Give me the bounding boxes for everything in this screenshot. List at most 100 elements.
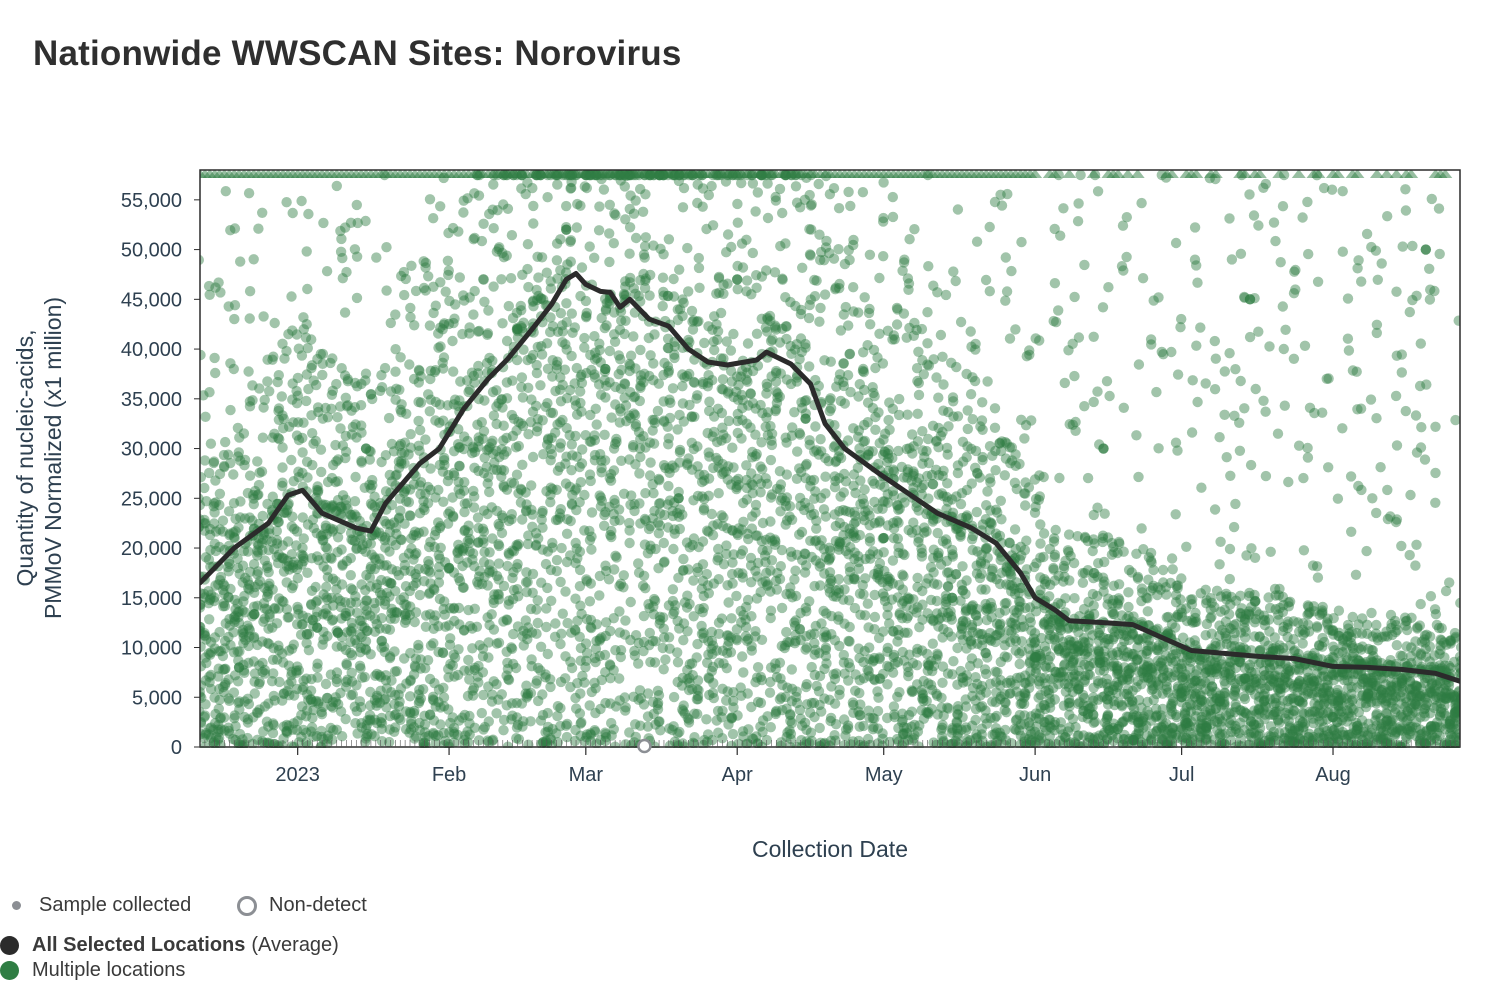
sample-point bbox=[551, 554, 563, 566]
sample-point bbox=[297, 447, 308, 458]
sample-point bbox=[223, 592, 234, 603]
sample-point bbox=[214, 694, 225, 705]
sample-point bbox=[232, 553, 243, 564]
sample-point bbox=[322, 730, 334, 741]
sample-point bbox=[755, 697, 767, 709]
sample-point bbox=[469, 722, 480, 733]
sample-point bbox=[278, 596, 289, 608]
sample-point bbox=[932, 550, 944, 561]
sample-point bbox=[208, 457, 219, 469]
sample-point bbox=[267, 654, 279, 665]
sample-point bbox=[668, 543, 679, 555]
sample-point bbox=[234, 606, 245, 617]
sample-point bbox=[302, 519, 314, 530]
sample-point bbox=[232, 607, 243, 618]
sample-point bbox=[995, 495, 1006, 506]
sample-point bbox=[249, 676, 260, 687]
sample-point bbox=[321, 692, 333, 704]
sample-point bbox=[210, 282, 221, 293]
sample-point bbox=[940, 289, 952, 301]
sample-point bbox=[667, 584, 679, 595]
sample-point bbox=[560, 586, 571, 597]
sample-point bbox=[302, 612, 313, 623]
sample-point bbox=[459, 506, 470, 518]
sample-point bbox=[262, 637, 273, 649]
sample-point bbox=[278, 423, 289, 434]
sample-point bbox=[272, 376, 283, 388]
sample-point bbox=[736, 389, 747, 401]
sample-point bbox=[972, 615, 983, 627]
sample-point bbox=[438, 682, 449, 693]
sample-point bbox=[819, 289, 831, 300]
sample-point bbox=[288, 556, 299, 568]
sample-point bbox=[497, 318, 508, 329]
sample-point bbox=[233, 697, 244, 708]
sample-point bbox=[982, 376, 993, 387]
sample-point bbox=[281, 561, 293, 572]
sample-point bbox=[273, 644, 285, 656]
sample-point bbox=[809, 274, 820, 286]
sample-point bbox=[234, 432, 245, 443]
sample-point bbox=[292, 601, 303, 613]
sample-point bbox=[891, 515, 903, 527]
sample-point bbox=[493, 539, 504, 550]
sample-point bbox=[674, 523, 685, 535]
sample-point bbox=[278, 688, 289, 699]
sample-point bbox=[259, 613, 270, 624]
sample-point bbox=[492, 588, 503, 600]
sample-point bbox=[692, 694, 704, 705]
sample-point bbox=[287, 378, 298, 389]
sample-point bbox=[322, 631, 333, 642]
sample-point bbox=[296, 709, 307, 721]
sample-point bbox=[213, 646, 224, 657]
sample-point bbox=[312, 481, 323, 492]
sample-point bbox=[210, 497, 221, 508]
sample-point bbox=[228, 627, 239, 638]
sample-point bbox=[614, 515, 625, 526]
sample-point bbox=[209, 352, 220, 364]
sample-point bbox=[317, 413, 328, 424]
sample-point bbox=[669, 352, 680, 364]
sample-point bbox=[317, 358, 328, 369]
sample-point bbox=[1019, 544, 1031, 556]
sample-point bbox=[658, 557, 670, 568]
sample-point bbox=[284, 564, 295, 575]
sample-point bbox=[902, 627, 913, 638]
sample-point bbox=[406, 260, 417, 271]
sample-point bbox=[215, 646, 226, 657]
sample-point bbox=[741, 234, 752, 245]
sample-point bbox=[559, 364, 571, 375]
sample-point bbox=[252, 550, 263, 561]
sample-point bbox=[842, 435, 854, 446]
sample-point bbox=[942, 449, 953, 460]
sample-point bbox=[244, 579, 255, 590]
sample-point bbox=[242, 575, 253, 586]
sample-point bbox=[927, 638, 938, 649]
sample-point bbox=[286, 670, 297, 681]
sample-point bbox=[228, 612, 240, 623]
sample-point bbox=[239, 460, 250, 471]
sample-point bbox=[230, 610, 241, 621]
sample-point bbox=[313, 555, 324, 566]
sample-point bbox=[204, 594, 215, 606]
sample-point bbox=[805, 250, 816, 261]
sample-point bbox=[916, 543, 927, 554]
sample-point bbox=[288, 639, 299, 650]
sample-point bbox=[405, 429, 416, 440]
sample-point bbox=[258, 616, 269, 627]
sample-point bbox=[843, 320, 854, 331]
sample-point bbox=[409, 549, 421, 560]
sample-point bbox=[305, 685, 317, 696]
sample-point bbox=[604, 345, 615, 357]
sample-point bbox=[301, 638, 312, 649]
sample-point bbox=[271, 551, 282, 562]
sample-point bbox=[565, 183, 576, 194]
sample-point bbox=[311, 528, 322, 539]
sample-point bbox=[1055, 230, 1066, 241]
sample-point bbox=[433, 484, 444, 496]
sample-point bbox=[277, 595, 288, 607]
sample-point bbox=[677, 381, 688, 392]
sample-point bbox=[570, 430, 581, 442]
sample-point bbox=[322, 692, 333, 704]
sample-point bbox=[765, 516, 776, 527]
